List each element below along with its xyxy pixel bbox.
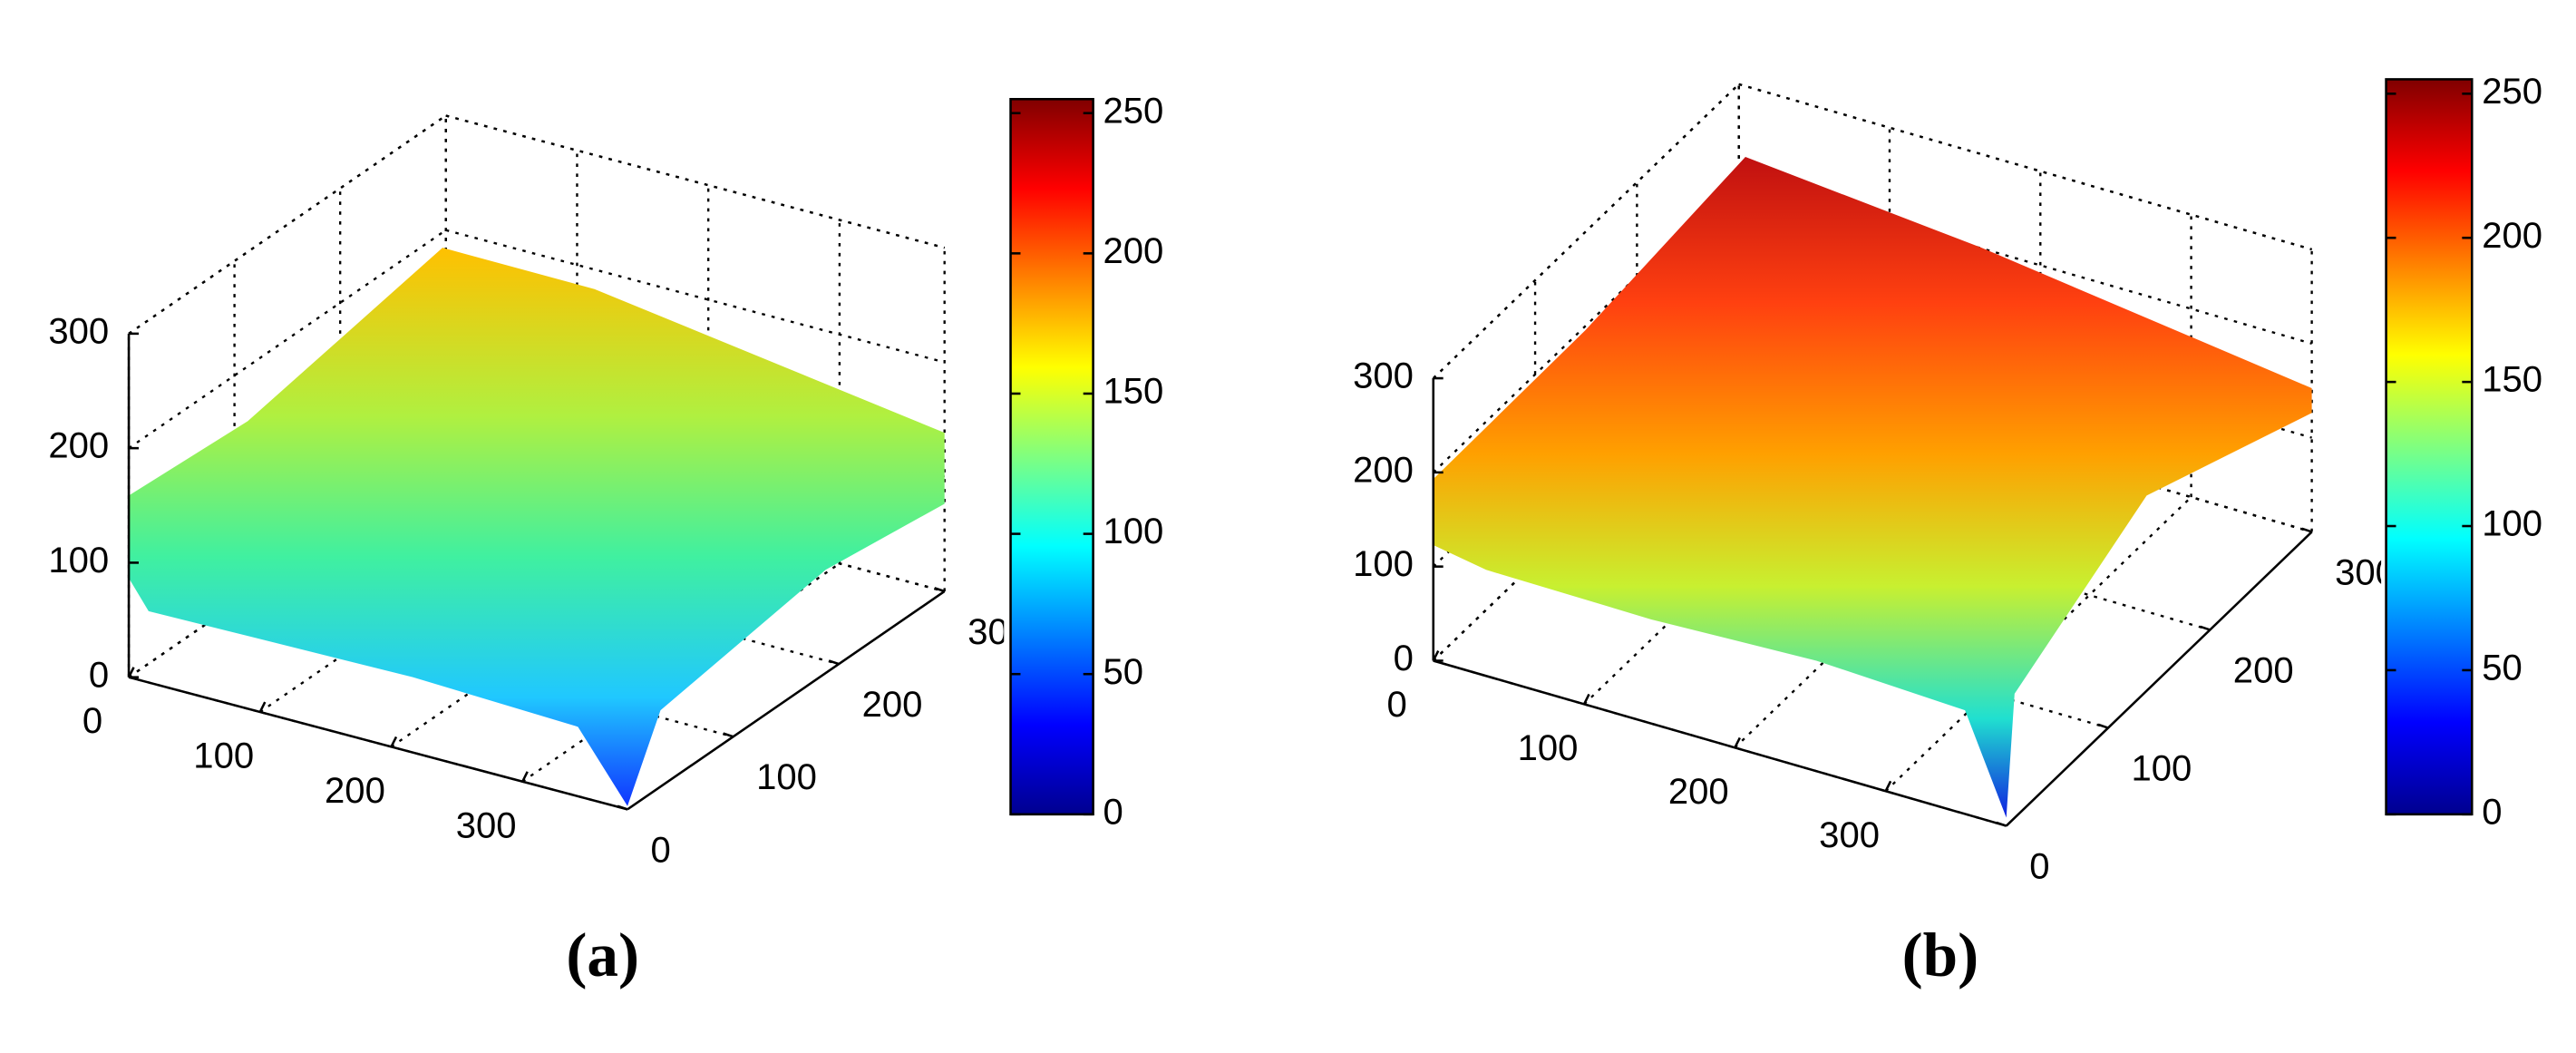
z-tick-label: 0 — [1394, 639, 1414, 678]
y-axis — [627, 590, 946, 811]
y-tick-label: 200 — [2233, 650, 2294, 690]
grid-line — [1432, 83, 1740, 379]
z-tick-label: 300 — [48, 311, 109, 351]
y-tick-label: 300 — [2335, 552, 2396, 592]
y-axis — [2005, 531, 2313, 827]
colorbar-tick-label: 200 — [1103, 231, 1164, 271]
colorbar-tick-label: 250 — [1103, 91, 1164, 131]
tick-mark — [828, 659, 840, 666]
colorbar-tick-label: 200 — [2482, 216, 2542, 256]
colorbar-tick-label: 100 — [2482, 504, 2542, 544]
y-tick-label: 0 — [2029, 847, 2049, 887]
tick-mark — [723, 732, 734, 738]
surface-b — [1433, 157, 2312, 818]
tick-mark — [521, 771, 529, 783]
grid-line — [1884, 496, 2192, 793]
y-tick-label: 0 — [651, 830, 671, 870]
panel-b-axes: 0 100 200 300 0 100 200 300 0 100 200 300 0 50 100 150 2… — [1353, 72, 2542, 990]
colorbar-tick-label: 150 — [2482, 360, 2542, 400]
z-tick-label: 0 — [89, 655, 109, 695]
colorbar-tick-label: 0 — [2482, 792, 2502, 832]
caption: (b) — [1902, 920, 1979, 990]
tick-mark — [1582, 693, 1590, 705]
tick-mark — [1884, 780, 1892, 792]
y-tick-label: 300 — [967, 612, 1028, 652]
surface-a — [129, 248, 945, 806]
colorbar — [1009, 98, 1094, 816]
grid-line — [1734, 453, 2042, 749]
tick-mark — [390, 736, 398, 747]
z-tick-label: 200 — [1353, 450, 1414, 490]
y-tick-label: 100 — [2132, 748, 2192, 788]
tick-mark — [258, 701, 267, 713]
grid-line — [1583, 409, 1891, 706]
x-axis — [128, 676, 628, 811]
x-tick-label: 200 — [325, 771, 385, 811]
x-tick-label: 100 — [193, 736, 254, 776]
colorbar-tick-label: 50 — [2482, 648, 2523, 688]
x-tick-label: 100 — [1518, 728, 1579, 768]
x-axis — [1433, 659, 2007, 827]
tick-mark — [934, 587, 946, 593]
panel-a-axes: 0 100 200 300 0 100 200 300 0 100 200 300 0 50 100 150 2… — [48, 91, 1163, 989]
x-tick-label: 0 — [83, 701, 102, 741]
colorbar — [2385, 78, 2474, 816]
x-tick-label: 200 — [1668, 772, 1729, 812]
caption: (a) — [566, 920, 639, 990]
x-tick-label: 300 — [456, 805, 517, 845]
grid-line — [445, 114, 946, 249]
z-tick-label: 100 — [48, 541, 109, 580]
colorbar-tick-label: 0 — [1103, 792, 1123, 832]
tick-mark — [2301, 527, 2313, 533]
x-tick-label: 0 — [1387, 685, 1407, 725]
colorbar-tick-label: 150 — [1103, 372, 1164, 412]
z-tick-label: 200 — [48, 426, 109, 466]
grid-line — [1432, 366, 1740, 662]
colorbar-tick-label: 250 — [2482, 72, 2542, 112]
tick-mark — [2097, 723, 2109, 729]
tick-mark — [2199, 625, 2211, 631]
colorbar-tick-label: 100 — [1103, 512, 1164, 551]
grid-line — [445, 229, 946, 364]
grid-line — [1432, 177, 1740, 473]
grid-line — [1738, 83, 2312, 251]
colorbar-tick-label: 50 — [1103, 652, 1144, 692]
tick-mark — [1734, 736, 1741, 748]
x-tick-label: 300 — [1819, 815, 1880, 855]
z-tick-label: 100 — [1353, 544, 1414, 584]
z-tick-label: 300 — [1353, 356, 1414, 396]
y-tick-label: 200 — [862, 685, 923, 725]
y-tick-label: 100 — [756, 757, 817, 797]
